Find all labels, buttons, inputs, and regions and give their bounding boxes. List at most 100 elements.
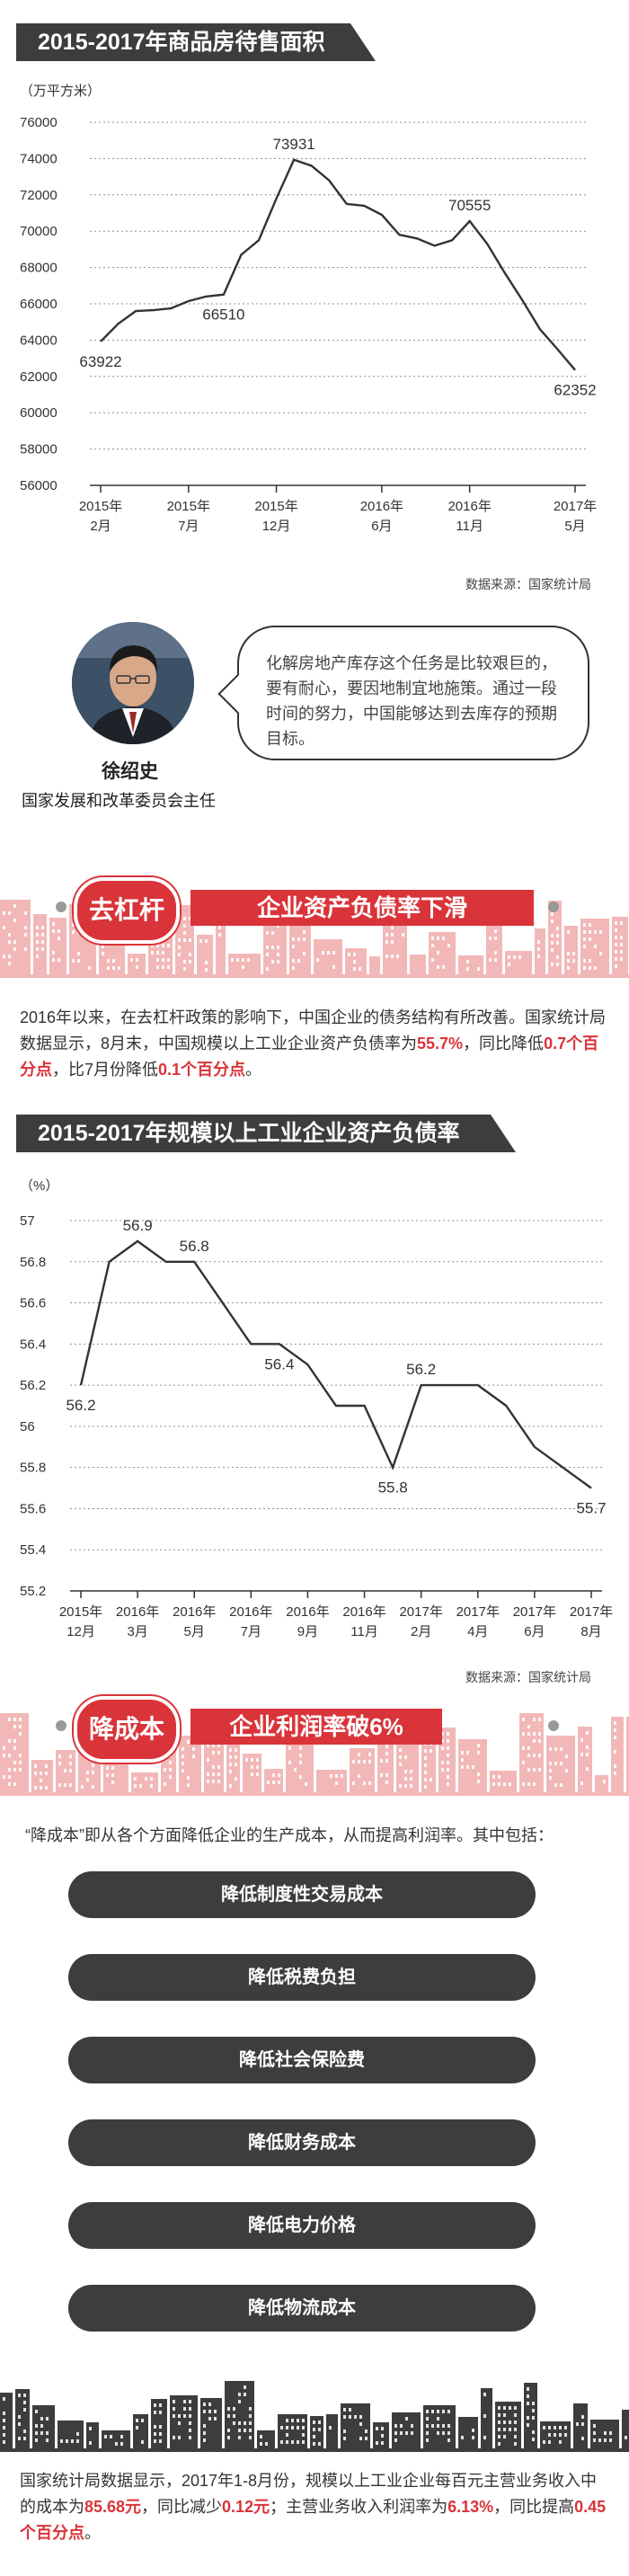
skyline-building: [564, 926, 578, 974]
skyline-building: [595, 1775, 608, 1792]
c2-x-tick-label: 2017年: [570, 1604, 613, 1620]
banner-right-dot: [548, 902, 559, 912]
c2-y-tick-label: 56.2: [20, 1378, 46, 1393]
skyline-building: [573, 2403, 588, 2448]
banner-left-dot: [56, 902, 66, 912]
skyline-building: [458, 2417, 478, 2448]
skyline-building: [439, 1728, 456, 1792]
skyline-building: [626, 1717, 629, 1792]
para3-text-5: 。: [84, 2524, 101, 2542]
quote-bubble: 化解房地产库存这个任务是比较艰巨的，要有耐心，要因地制宜地施策。通过一段时间的努…: [237, 626, 589, 760]
c2-x-tick-label: 2016年: [116, 1604, 159, 1620]
chart1-source: 数据来源：国家统计局: [465, 577, 591, 591]
chart2-source: 数据来源：国家统计局: [465, 1670, 591, 1684]
section3-paragraph: 国家统计局数据显示，2017年1-8月份，规模以上工业企业每百元主营业务收入中的…: [20, 2468, 613, 2546]
skyline-building: [58, 2421, 84, 2448]
c2-x-tick-label: 12月: [66, 1624, 95, 1639]
c2-x-tick-label: 11月: [350, 1624, 378, 1639]
c1-y-tick-label: 56000: [20, 478, 58, 493]
c1-x-tick-label: 2016年: [447, 499, 491, 514]
skyline-building: [314, 939, 342, 974]
skyline-building: [128, 954, 146, 974]
skyline-building: [369, 956, 380, 974]
c2-x-tick-label: 3月: [127, 1624, 147, 1639]
para3-text-4: ，同比提高: [493, 2498, 575, 2516]
skyline-building: [578, 1727, 592, 1792]
chart1-series-line: [100, 158, 576, 371]
c2-y-tick-label: 56.6: [20, 1296, 46, 1311]
measure-item-1: 降低制度性交易成本: [68, 1871, 536, 1918]
c2-x-tick-label: 7月: [241, 1624, 261, 1639]
footer-skyline: [0, 2381, 629, 2452]
c2-y-tick-label: 55.4: [20, 1542, 46, 1558]
para2-highlight-1: 55.7%: [417, 1035, 464, 1053]
skyline-building: [622, 2410, 629, 2448]
para3-text-1: 国家统计局数据显示，2017年1-8月份，规模以上工业企业每百元主营业务收入中的…: [20, 2472, 598, 2516]
skyline-building: [481, 2388, 492, 2448]
section2-tag: 去杠杆: [74, 877, 180, 944]
c1-y-tick-label: 76000: [20, 115, 58, 130]
skyline-building: [316, 1770, 347, 1792]
para3-highlight-2: 0.12元: [222, 2498, 270, 2516]
para3-highlight-3: 6.13%: [447, 2498, 494, 2516]
skyline-building: [326, 2414, 338, 2448]
c1-y-tick-label: 64000: [20, 333, 58, 348]
c2-x-tick-label: 4月: [467, 1624, 488, 1639]
avatar: [72, 622, 194, 744]
c1-y-tick-label: 70000: [20, 224, 58, 239]
chart2-series-line: [79, 1239, 592, 1489]
c1-x-tick-label: 2015年: [167, 499, 210, 514]
c1-data-label: 62352: [554, 382, 596, 399]
para2-text-3: ，比7月份降低: [52, 1061, 159, 1079]
c2-y-tick-label: 56.4: [20, 1337, 46, 1352]
chart1-header: 2015-2017年商品房待售面积: [16, 23, 376, 61]
c2-y-tick-label: 55.2: [20, 1584, 46, 1599]
measure-item-5: 降低电力价格: [68, 2202, 536, 2249]
c2-x-tick-label: 8月: [580, 1624, 601, 1639]
para3-highlight-1: 85.68元: [84, 2498, 142, 2516]
c2-data-label: 55.8: [378, 1479, 408, 1497]
para3-text-2: ，同比减少: [141, 2498, 223, 2516]
c2-data-label: 56.4: [264, 1355, 294, 1372]
c1-x-tick-label: 7月: [178, 519, 199, 534]
skyline-building: [49, 918, 66, 974]
skyline-building: [170, 2395, 198, 2448]
c1-x-tick-label: 5月: [564, 519, 585, 534]
para2-highlight-3: 0.1个百分点: [158, 1061, 246, 1079]
skyline-building: [15, 2389, 30, 2448]
c1-y-tick-label: 72000: [20, 188, 58, 203]
c2-y-tick-label: 55.8: [20, 1461, 46, 1476]
c2-x-tick-label: 9月: [297, 1624, 318, 1639]
measure-item-2: 降低税费负担: [68, 1954, 536, 2001]
c2-x-tick-label: 2016年: [229, 1604, 272, 1620]
c1-y-tick-label: 68000: [20, 261, 58, 276]
c2-x-tick-label: 2017年: [456, 1604, 500, 1620]
c1-y-tick-label: 58000: [20, 442, 58, 457]
chart2-svg: （%） 55.2 55.4 55.6 55.8 56 56.2 56.4 56.6 56.8 57…: [20, 1178, 613, 1639]
skyline-building: [86, 2422, 99, 2448]
section2-banner-skyline: [0, 896, 629, 978]
skyline-building: [133, 2414, 148, 2448]
c2-y-tick-label: 55.6: [20, 1501, 46, 1516]
skyline-building: [310, 2416, 323, 2448]
c2-x-tick-label: 2016年: [173, 1604, 216, 1620]
skyline-building: [0, 900, 31, 974]
para2-text-4: 。: [245, 1061, 262, 1079]
chart2-ylabel: （%）: [20, 1178, 58, 1194]
c1-data-label: 66510: [202, 306, 244, 324]
c2-y-tick-label: 56: [20, 1419, 35, 1435]
c1-data-label: 70555: [448, 197, 491, 214]
c2-data-label: 56.9: [123, 1217, 153, 1234]
c2-data-label: 56.2: [406, 1361, 436, 1378]
c1-x-tick-label: 2016年: [360, 499, 403, 514]
c1-data-label: 63922: [79, 353, 121, 370]
skyline-building: [131, 1772, 158, 1792]
section3-banner: 企业利润率破6%: [190, 1709, 442, 1745]
c1-x-tick-label: 2015年: [254, 499, 297, 514]
c2-x-tick-label: 2016年: [286, 1604, 329, 1620]
speaker-name: 徐绍史: [102, 761, 158, 782]
skyline-building: [410, 955, 426, 974]
c2-data-label: 55.7: [576, 1500, 606, 1517]
section2-banner: 企业资产负债率下滑: [190, 890, 534, 926]
c1-x-tick-label: 11月: [456, 519, 483, 534]
